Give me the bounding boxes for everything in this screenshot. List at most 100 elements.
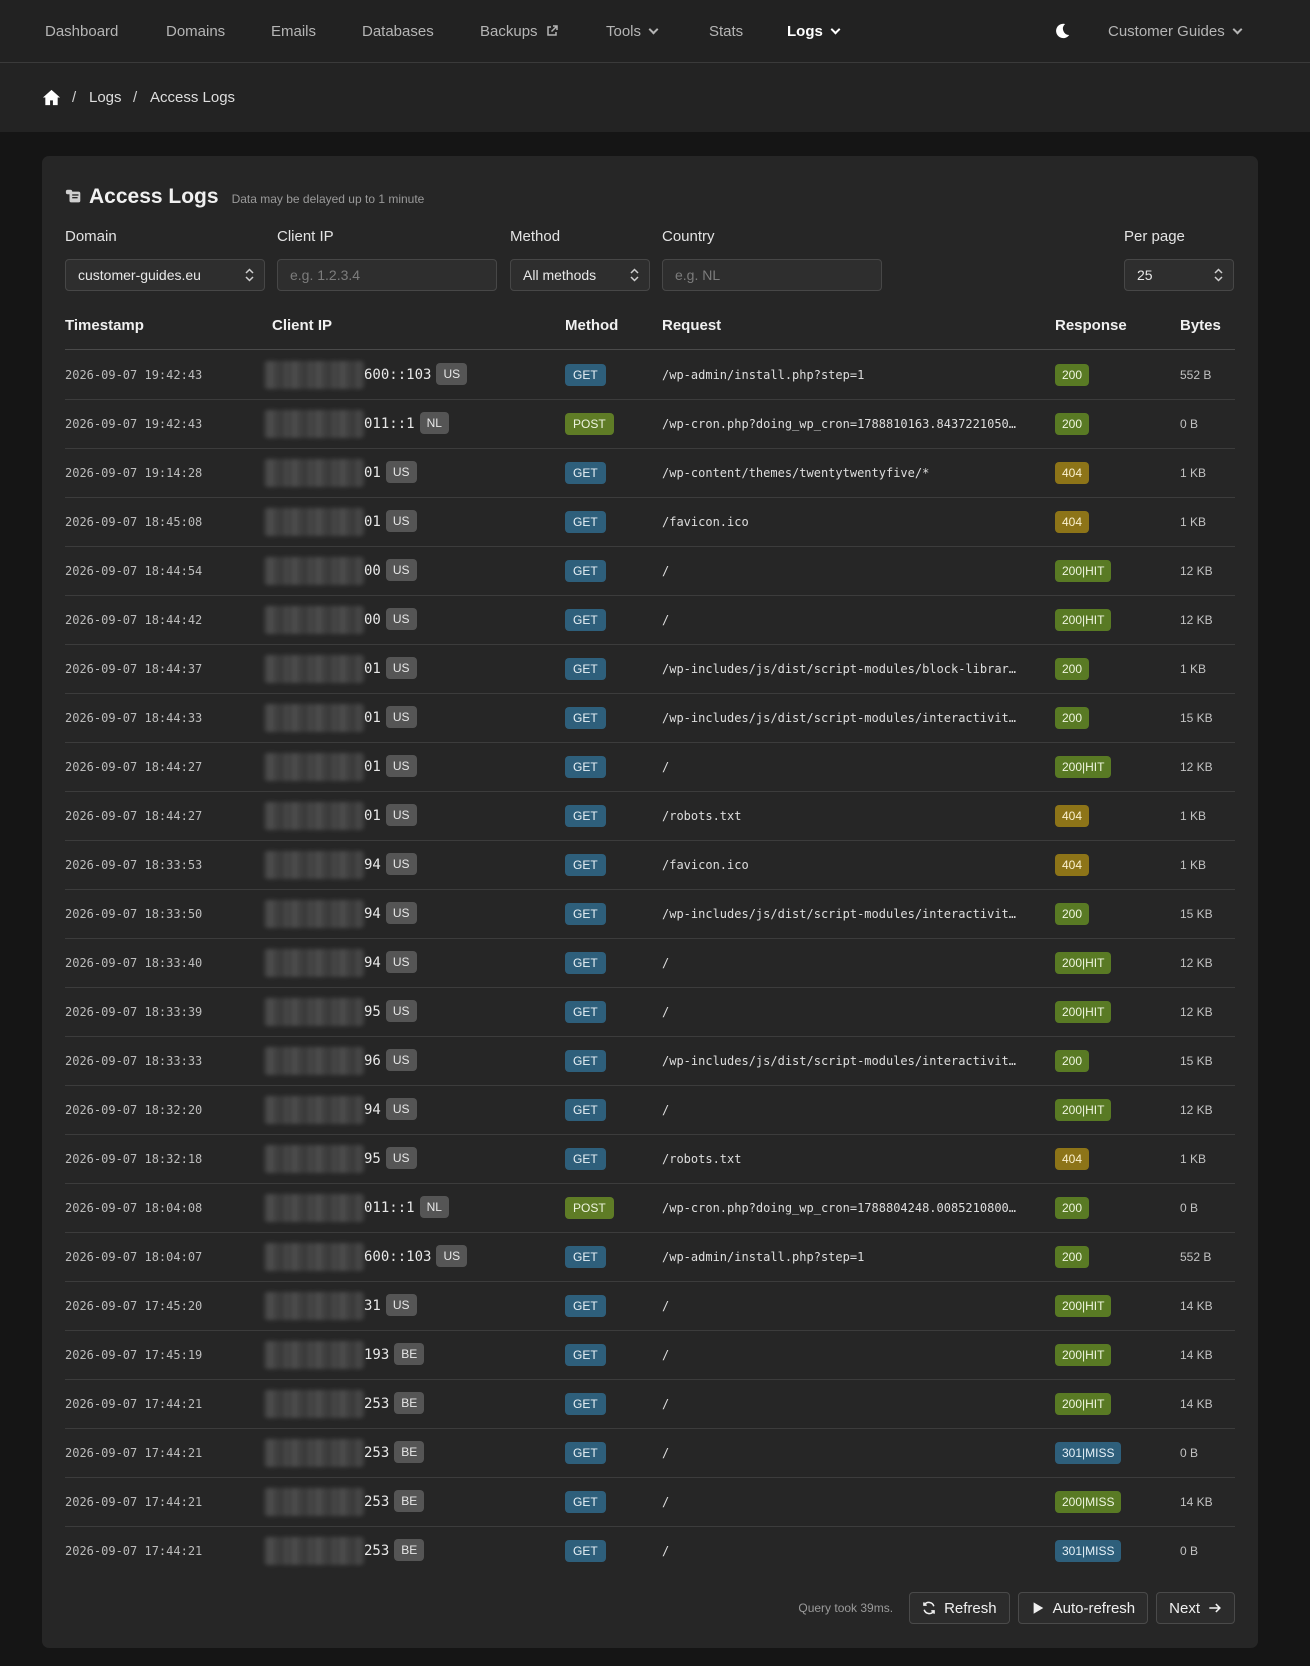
table-row: 2026-09-07 17:45:19 193 BE GET / 200|HIT 14 KB [65, 1331, 1235, 1380]
breadcrumb-separator: / [133, 89, 138, 106]
method-cell: GET [565, 1527, 606, 1575]
breadcrumb-logs[interactable]: Logs [89, 89, 122, 106]
auto-refresh-label: Auto-refresh [1052, 1599, 1136, 1617]
country-input[interactable]: e.g. NL [662, 259, 882, 291]
table-row: 2026-09-07 18:33:50 94 US GET/wp-includes/j… [65, 890, 1235, 939]
nav-stats[interactable]: Stats [709, 23, 744, 40]
bytes-cell: 1 KB [1180, 515, 1207, 529]
timestamp-cell: 2026-09-07 17:44:21 [65, 1397, 203, 1411]
account-menu[interactable]: Customer Guides [1108, 0, 1243, 63]
country-badge: US [385, 461, 417, 483]
country-badge: US [385, 510, 417, 532]
domain-select[interactable]: customer-guides.eu [65, 259, 265, 291]
method-select[interactable]: All methods [510, 259, 650, 291]
client-ip-cell: 95 US [264, 988, 470, 1036]
bytes-cell: 552 B [1180, 368, 1212, 382]
client-ip-text[interactable]: 600::103 US [364, 351, 468, 399]
response-cell: 200|HIT [1055, 988, 1112, 1036]
table-row: 2026-09-07 19:42:43 011::1 NL POST/wp-cron.… [65, 400, 1235, 449]
next-page-button[interactable]: Next [1156, 1592, 1235, 1624]
client-ip-text[interactable]: 01 US [364, 743, 417, 791]
client-ip-text[interactable]: 011::1 NL [364, 400, 449, 448]
column-header-timestamp[interactable]: Timestamp [65, 317, 144, 334]
client-ip-text[interactable]: 00 US [364, 547, 417, 595]
nav-logs-label: Logs [787, 23, 823, 40]
table-row: 2026-09-07 17:44:21 253 BE GET / 200|HIT 14 KB [65, 1380, 1235, 1429]
client-ip-text[interactable]: 94 US [364, 841, 417, 889]
client-ip-value: 011::1 [364, 1200, 415, 1216]
client-ip-text[interactable]: 253 BE [364, 1429, 425, 1477]
auto-refresh-button[interactable]: Auto-refresh [1017, 1592, 1149, 1624]
country-badge: US [385, 804, 417, 826]
table-row: 2026-09-07 18:45:08 01 US GET/favicon.ico 40… [65, 498, 1235, 547]
client-ip-value: 00 [364, 563, 381, 579]
column-header-request[interactable]: Request [662, 317, 722, 334]
refresh-button[interactable]: Refresh [909, 1592, 1010, 1624]
client-ip-placeholder: e.g. 1.2.3.4 [290, 267, 361, 283]
nav-domains[interactable]: Domains [166, 23, 226, 40]
client-ip-text[interactable]: 95 US [364, 988, 417, 1036]
timestamp-cell: 2026-09-07 18:04:08 [65, 1201, 203, 1215]
timestamp-cell: 2026-09-07 17:44:21 [65, 1544, 203, 1558]
nav-backups[interactable]: Backups [480, 0, 558, 63]
bytes-cell: 1 KB [1180, 1152, 1207, 1166]
home-icon[interactable] [42, 88, 61, 107]
timestamp-cell: 2026-09-07 17:44:21 [65, 1446, 203, 1460]
bytes-cell: 15 KB [1180, 1054, 1213, 1068]
client-ip-text[interactable]: 253 BE [364, 1478, 425, 1526]
client-ip-text[interactable]: 94 US [364, 939, 417, 987]
country-badge: BE [394, 1490, 425, 1512]
table-row: 2026-09-07 18:32:18 95 US GET/robots.txt 404… [65, 1135, 1235, 1184]
nav-emails[interactable]: Emails [271, 23, 317, 40]
nav-databases[interactable]: Databases [362, 23, 434, 40]
client-ip-text[interactable]: 94 US [364, 1086, 417, 1134]
client-ip-text[interactable]: 01 US [364, 694, 417, 742]
column-header-method[interactable]: Method [565, 317, 619, 334]
client-ip-text[interactable]: 253 BE [364, 1527, 425, 1575]
client-ip-text[interactable]: 01 US [364, 498, 417, 546]
client-ip-text[interactable]: 193 BE [364, 1331, 425, 1379]
column-header-response[interactable]: Response [1055, 317, 1127, 334]
client-ip-value: 95 [364, 1151, 381, 1167]
client-ip-text[interactable]: 31 US [364, 1282, 417, 1330]
method-badge: GET [565, 1246, 606, 1268]
client-ip-text[interactable]: 01 US [364, 645, 417, 693]
client-ip-text[interactable]: 00 US [364, 596, 417, 644]
client-ip-text[interactable]: 600::103 US [364, 1233, 468, 1281]
nav-logs[interactable]: Logs [787, 0, 841, 63]
method-cell: GET [565, 596, 606, 644]
client-ip-text[interactable]: 94 US [364, 890, 417, 938]
request-cell: / [662, 760, 670, 774]
per-page-select[interactable]: 25 [1124, 259, 1234, 291]
client-ip-text[interactable]: 01 US [364, 792, 417, 840]
client-ip-value: 253 [364, 1543, 390, 1559]
chevron-down-icon [648, 24, 659, 35]
client-ip-text[interactable]: 96 US [364, 1037, 417, 1085]
table-row: 2026-09-07 18:44:27 01 US GET/robots.txt 404… [65, 792, 1235, 841]
nav-dashboard[interactable]: Dashboard [45, 23, 119, 40]
client-ip-text[interactable]: 01 US [364, 449, 417, 497]
column-header-client-ip[interactable]: Client IP [272, 317, 333, 334]
timestamp-cell: 2026-09-07 18:44:54 [65, 564, 203, 578]
client-ip-value: 01 [364, 759, 381, 775]
per-page-value: 25 [1137, 267, 1153, 283]
country-badge: BE [394, 1392, 425, 1414]
column-header-bytes[interactable]: Bytes [1180, 317, 1221, 334]
client-ip-cell: 01 US [264, 743, 470, 791]
table-row: 2026-09-07 18:44:42 00 US GET / 200|HIT 12 KB [65, 596, 1235, 645]
client-ip-text[interactable]: 253 BE [364, 1380, 425, 1428]
method-label: Method [510, 228, 561, 245]
bytes-cell: 12 KB [1180, 760, 1213, 774]
client-ip-value: 95 [364, 1004, 381, 1020]
method-cell: GET [565, 890, 606, 938]
client-ip-text[interactable]: 011::1 NL [364, 1184, 449, 1232]
client-ip-value: 00 [364, 612, 381, 628]
client-ip-text[interactable]: 95 US [364, 1135, 417, 1183]
client-ip-input[interactable]: e.g. 1.2.3.4 [277, 259, 497, 291]
nav-tools[interactable]: Tools [606, 0, 659, 63]
method-badge: GET [565, 1148, 606, 1170]
moon-icon[interactable] [1053, 22, 1071, 40]
response-cell: 200|HIT [1055, 1086, 1112, 1134]
method-badge: GET [565, 560, 606, 582]
request-cell: /wp-admin/install.php?step=1 [662, 1250, 865, 1264]
